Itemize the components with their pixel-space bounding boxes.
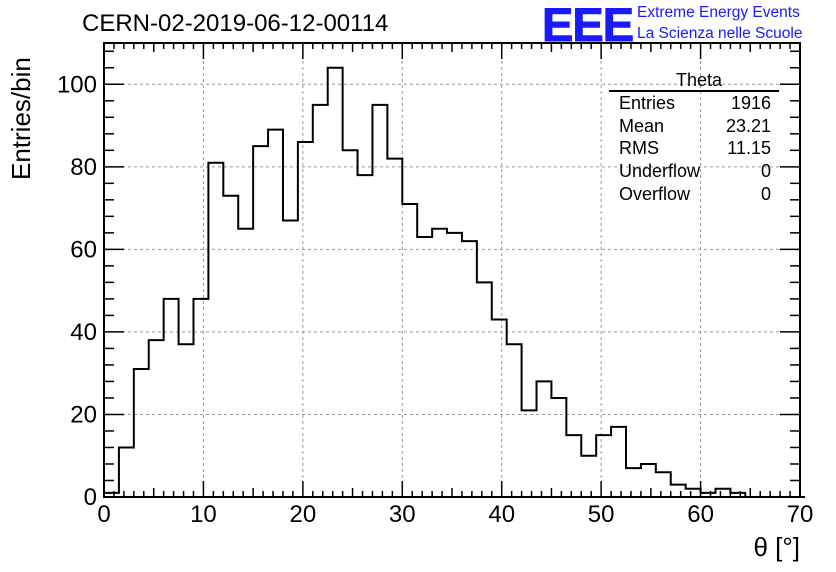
tick-labels: 0 10 20 30 40 50 60 70 0 20 40 60 80 100 (57, 71, 813, 528)
histogram-bin (522, 410, 537, 497)
stats-label: Overflow (619, 183, 691, 204)
axis-ticks (103, 43, 801, 498)
histogram-bin (581, 456, 596, 497)
x-tick-label: 40 (488, 501, 515, 528)
stats-box: Theta Entries 1916 Mean 23.21 RMS 11.15 … (609, 70, 779, 205)
histogram-bin (298, 142, 313, 497)
eee-logo: EEE (541, 0, 634, 51)
x-tick-label: 50 (588, 501, 615, 528)
histogram-bin (164, 299, 179, 497)
histogram-bin (372, 105, 387, 497)
y-tick-label: 20 (70, 401, 97, 428)
histogram-bin (462, 241, 477, 497)
y-tick-label: 0 (84, 484, 97, 511)
y-axis-label: Entries/bin (6, 57, 36, 180)
histogram-bin (715, 489, 730, 497)
histogram-bin (387, 159, 402, 497)
eee-logo-line1: Extreme Energy Events (637, 4, 800, 21)
histogram-bin (223, 196, 238, 497)
histogram-bin (566, 435, 581, 497)
histogram-bin (358, 175, 373, 497)
x-tick-label: 70 (787, 501, 814, 528)
stats-row-rms: RMS 11.15 (609, 137, 779, 160)
stats-row-underflow: Underflow 0 (609, 160, 779, 183)
histogram-bin (268, 130, 283, 497)
histogram-bin (641, 464, 656, 497)
stats-value: 23.21 (725, 115, 771, 136)
histogram-bin (492, 320, 507, 497)
histogram-bin (313, 105, 328, 497)
y-tick-label: 60 (70, 236, 97, 263)
stats-label: Mean (619, 115, 665, 136)
stats-label: RMS (619, 138, 659, 159)
eee-logo-line2: La Scienza nelle Scuole (637, 25, 803, 42)
chart-title: CERN-02-2019-06-12-00114 (82, 10, 389, 37)
histogram-bin (626, 468, 641, 497)
y-tick-label: 40 (70, 319, 97, 346)
stats-row-entries: Entries 1916 (609, 92, 779, 115)
x-tick-label: 60 (687, 501, 714, 528)
stats-row-overflow: Overflow 0 (609, 183, 779, 206)
stats-value: 1916 (730, 93, 771, 113)
x-tick-label: 30 (389, 501, 416, 528)
y-tick-label: 100 (57, 71, 97, 98)
grid-lines (104, 43, 800, 497)
histogram-bin (149, 340, 164, 497)
histogram-bin (686, 489, 701, 497)
stats-row-mean: Mean 23.21 (609, 115, 779, 138)
histogram-bin (343, 150, 358, 497)
x-tick-label: 0 (97, 501, 110, 528)
histogram-bin (179, 344, 194, 497)
histogram-bin (432, 229, 447, 497)
x-tick-label: 10 (190, 501, 217, 528)
histogram-bin (671, 485, 686, 497)
histogram-bin (208, 163, 223, 497)
histogram-bin (551, 398, 566, 497)
stats-value: 0 (760, 183, 771, 204)
histogram-bin (253, 146, 268, 497)
stats-value: 0 (760, 161, 771, 182)
histogram-bin (537, 381, 552, 497)
histogram-bin (119, 447, 134, 497)
histogram-bin (447, 233, 462, 497)
histogram-bin (283, 220, 298, 497)
stats-name: Theta (609, 70, 779, 92)
histogram-bin (507, 344, 522, 497)
histogram-bin (238, 229, 253, 497)
y-tick-label: 80 (70, 154, 97, 181)
histogram-bin (328, 68, 343, 497)
stats-value: 11.15 (727, 138, 771, 159)
histogram-bin (596, 435, 611, 497)
histogram-bin (193, 299, 208, 497)
histogram-bin (611, 427, 626, 497)
histogram-bin (402, 204, 417, 497)
histogram-bin (417, 237, 432, 497)
x-tick-label: 20 (290, 501, 317, 528)
histogram-bin (656, 472, 671, 497)
histogram-bin (134, 369, 149, 497)
histogram-bin (477, 282, 492, 497)
stats-label: Underflow (619, 161, 701, 182)
stats-label: Entries (619, 93, 676, 113)
x-axis-label: θ [°] (753, 532, 800, 562)
histogram-outline (103, 66, 805, 498)
